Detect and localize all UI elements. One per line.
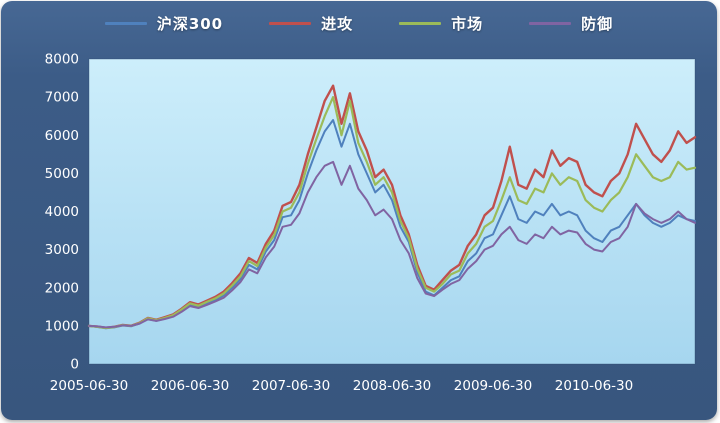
series-line-attack [87,84,697,329]
y-tick-label: 1000 [45,318,79,334]
legend-swatch-hs300 [104,22,147,25]
y-tick-label: 7000 [45,90,79,106]
series-line-defense [88,160,696,329]
y-tick-label: 4000 [45,204,79,220]
legend-item-hs300: 沪深300 [104,13,224,34]
x-tick-label: 2005-06-30 [50,378,128,394]
y-tick-label: 2000 [45,280,79,296]
legend-swatch-market [399,22,442,25]
y-tick-label: 5000 [45,166,79,182]
x-tick-label: 2009-06-30 [454,378,532,394]
y-axis-labels: 0 1000 2000 3000 4000 5000 6000 7000 8000 [45,52,79,373]
legend-item-attack: 进攻 [269,13,353,34]
y-tick-label: 8000 [45,52,79,68]
y-tick-label: 0 [70,357,79,373]
x-tick-label: 2008-06-30 [353,378,431,394]
legend-swatch-attack [269,22,312,25]
y-tick-label: 6000 [45,128,79,144]
plot-area [88,58,696,365]
legend-item-defense: 防御 [529,13,613,34]
series-line-market [87,95,697,330]
legend-swatch-defense [529,22,572,25]
legend-label-defense: 防御 [581,15,614,33]
x-axis-labels: 2005-06-30 2006-06-30 2007-06-30 2008-06-30… [50,378,633,394]
x-tick-label: 2010-06-30 [555,378,633,394]
chart-legend: 沪深300 进攻 市场 防御 [1,13,717,34]
x-tick-label: 2006-06-30 [151,378,229,394]
legend-label-hs300: 沪深300 [156,15,224,33]
y-tick-label: 3000 [45,242,79,258]
legend-label-attack: 进攻 [321,15,354,33]
legend-label-market: 市场 [451,15,484,33]
x-tick-label: 2007-06-30 [252,378,330,394]
legend-item-market: 市场 [399,13,483,34]
